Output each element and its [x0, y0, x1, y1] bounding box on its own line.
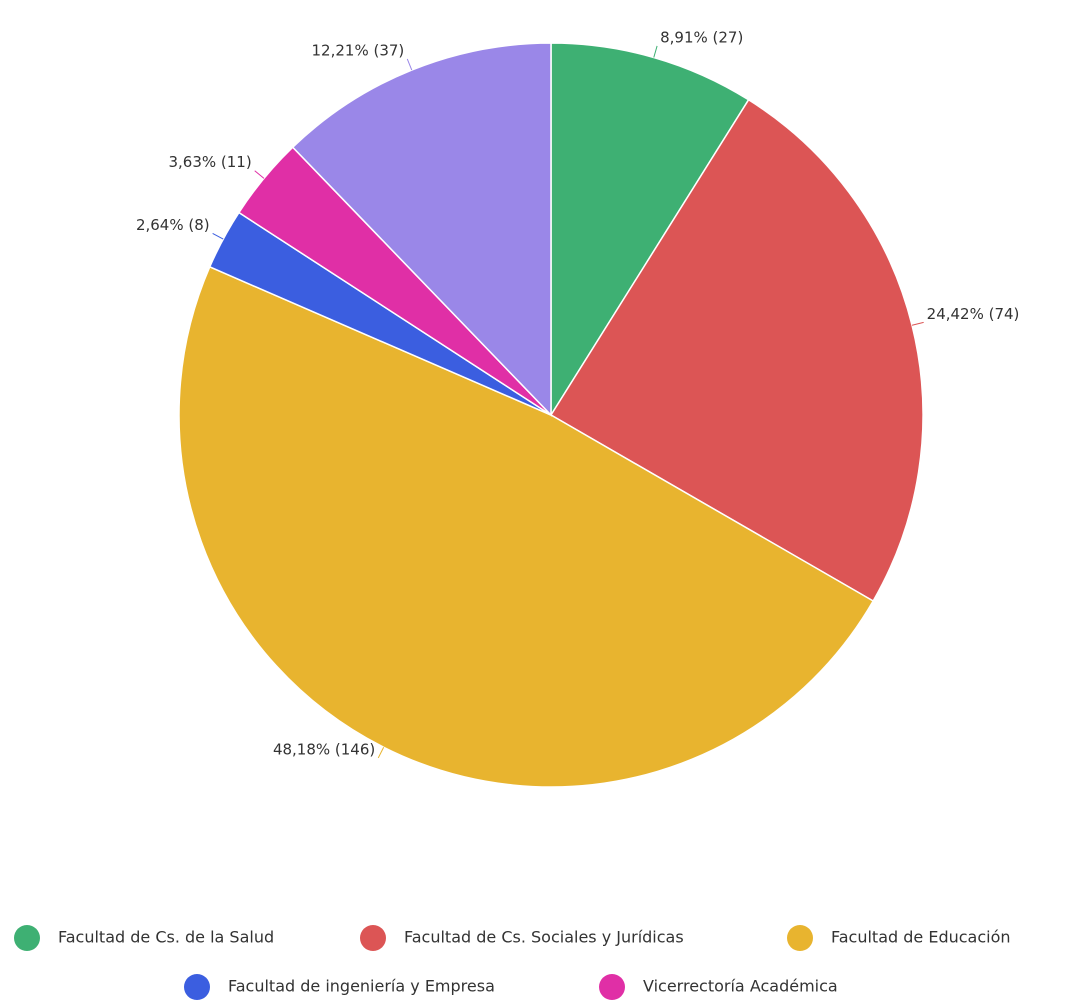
pie-slice	[178, 265, 875, 788]
legend-swatch	[360, 925, 386, 951]
legend-label: Facultad de Cs. de la Salud	[58, 928, 274, 947]
legend-swatch	[14, 925, 40, 951]
leader-line	[212, 232, 224, 240]
leader-line	[377, 747, 385, 759]
leader-line	[653, 45, 658, 58]
legend-label: Vicerrectoría Académica	[643, 977, 838, 996]
data-label: 2,64% (8)	[136, 216, 210, 234]
leader-line	[911, 321, 924, 326]
pie-slice	[549, 98, 924, 603]
data-label: 48,18% (146)	[273, 740, 375, 758]
data-label: 12,21% (37)	[312, 41, 405, 59]
legend-swatch	[184, 974, 210, 1000]
pie-slice	[550, 42, 750, 418]
data-label: 24,42% (74)	[927, 305, 1020, 323]
data-label: 3,63% (11)	[168, 153, 251, 171]
legend-swatch	[787, 925, 813, 951]
legend-label: Facultad de Educación	[831, 928, 1011, 947]
legend-swatch	[599, 974, 625, 1000]
leader-line	[406, 58, 413, 71]
data-label: 8,91% (27)	[660, 28, 743, 46]
legend-label: Facultad de Cs. Sociales y Jurídicas	[404, 928, 684, 947]
legend-label: Facultad de ingeniería y Empresa	[228, 977, 495, 996]
leader-line	[254, 170, 265, 179]
